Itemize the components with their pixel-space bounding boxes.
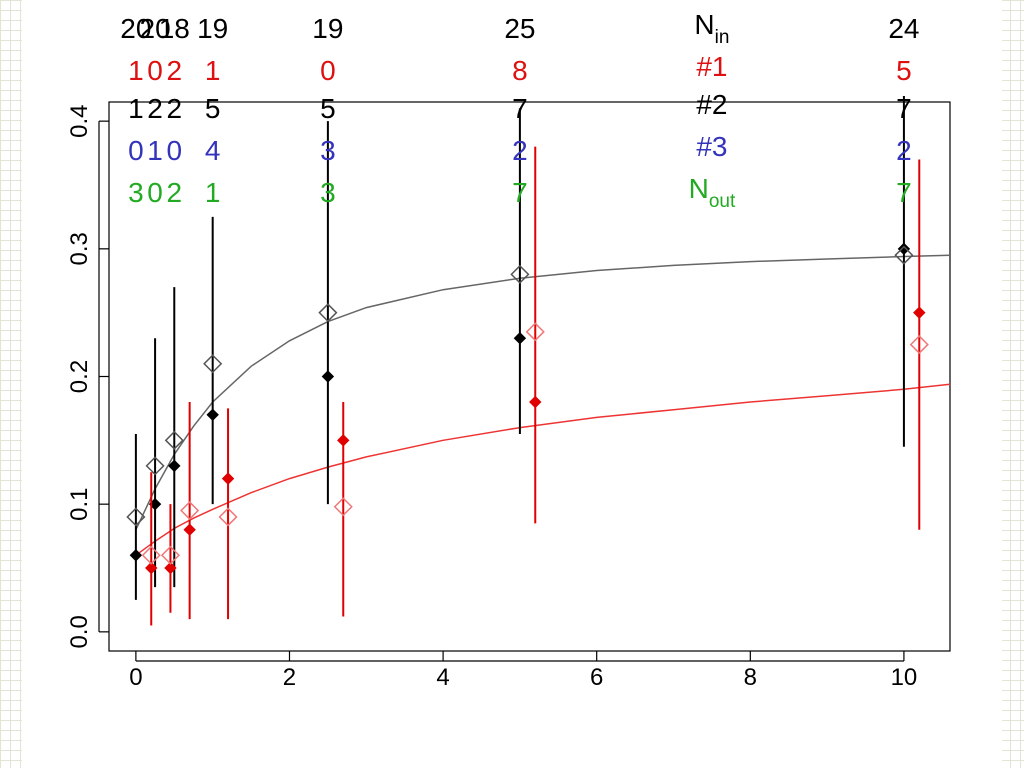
count-value: 3 xyxy=(320,177,336,208)
x-tick-label: 4 xyxy=(436,664,449,691)
count-value: 2 xyxy=(512,135,528,166)
data-point xyxy=(318,303,338,323)
data-point xyxy=(180,500,200,521)
data-point xyxy=(513,331,527,345)
fit-curve-0 xyxy=(135,254,951,531)
count-value: 5 xyxy=(896,55,912,86)
count-value: 7 xyxy=(512,177,528,208)
data-point xyxy=(221,472,235,485)
data-point xyxy=(333,497,353,517)
count-value: 5 xyxy=(320,93,336,124)
data-point xyxy=(129,549,143,562)
data-point xyxy=(897,242,911,256)
count-row-label-subscript: out xyxy=(709,191,736,212)
data-point xyxy=(321,370,335,383)
count-value: 2 xyxy=(896,135,912,166)
x-tick-label: 2 xyxy=(283,664,296,691)
data-point xyxy=(145,456,165,476)
count-value: 8 xyxy=(512,55,528,86)
plot-frame xyxy=(108,101,951,652)
data-point xyxy=(894,245,914,265)
x-tick-label: 8 xyxy=(744,664,757,691)
count-value: 2 xyxy=(166,177,182,208)
data-point xyxy=(337,434,350,447)
count-value: 18 xyxy=(159,13,190,44)
count-value: 0 xyxy=(320,55,336,86)
count-value: 4 xyxy=(205,135,221,166)
count-value: 19 xyxy=(197,13,228,44)
data-point xyxy=(183,523,196,536)
x-tick-label: 10 xyxy=(891,664,918,691)
count-value: 0 xyxy=(147,177,163,208)
data-point xyxy=(141,545,161,565)
data-point xyxy=(218,507,238,527)
count-value: 1 xyxy=(205,55,221,86)
y-tick-label: 0.3 xyxy=(66,232,93,265)
count-value: 0 xyxy=(128,135,144,166)
y-tick-label: 0.1 xyxy=(66,487,93,520)
y-tick-label: 0.2 xyxy=(66,360,93,393)
count-row-label: Nout xyxy=(689,173,736,212)
count-value: 7 xyxy=(896,93,912,124)
count-value: 1 xyxy=(128,55,144,86)
data-point xyxy=(164,561,177,575)
count-value: 0 xyxy=(147,55,163,86)
count-value: 20 xyxy=(120,13,151,44)
count-value: 5 xyxy=(205,93,221,124)
count-value: 1 xyxy=(128,93,144,124)
count-value: 2 xyxy=(166,55,182,86)
count-row-label: #3 xyxy=(696,131,727,162)
count-value: 0 xyxy=(166,135,182,166)
count-row-label: Nin xyxy=(694,9,729,48)
data-point xyxy=(510,264,530,284)
data-point xyxy=(203,354,223,374)
count-value: 3 xyxy=(128,177,144,208)
count-value: 25 xyxy=(504,13,535,44)
count-value: 20 xyxy=(140,13,171,44)
count-value: 2 xyxy=(166,93,182,124)
data-point xyxy=(529,395,542,409)
count-value: 19 xyxy=(312,13,343,44)
fit-curve-1 xyxy=(135,383,951,556)
x-tick-label: 6 xyxy=(590,664,603,691)
y-tick-label: 0.4 xyxy=(66,104,93,137)
count-value: 7 xyxy=(512,93,528,124)
count-value: 3 xyxy=(320,135,336,166)
count-value: 7 xyxy=(896,177,912,208)
count-value: 1 xyxy=(147,135,163,166)
data-point xyxy=(160,545,181,565)
count-row-label: #1 xyxy=(696,51,727,82)
x-tick-label: 0 xyxy=(129,664,142,691)
data-point xyxy=(145,561,158,575)
slide-background xyxy=(22,0,1002,768)
count-value: 24 xyxy=(888,13,919,44)
data-point xyxy=(126,507,146,527)
data-point xyxy=(913,306,926,319)
count-row-label: #2 xyxy=(696,89,727,120)
data-point xyxy=(206,408,219,422)
data-point xyxy=(168,459,181,473)
data-point xyxy=(909,335,929,355)
count-value: 2 xyxy=(147,93,163,124)
data-point xyxy=(164,430,184,450)
y-tick-label: 0.0 xyxy=(66,615,93,648)
count-value: 1 xyxy=(205,177,221,208)
data-point xyxy=(525,322,545,342)
count-row-label-subscript: in xyxy=(715,27,730,48)
